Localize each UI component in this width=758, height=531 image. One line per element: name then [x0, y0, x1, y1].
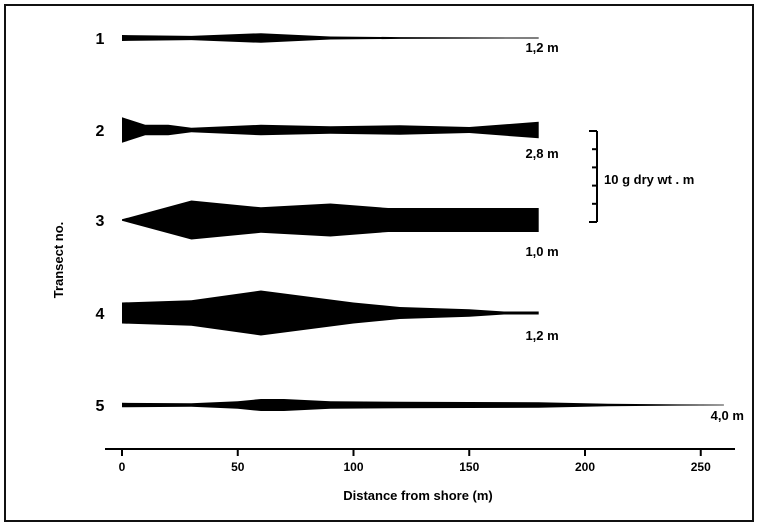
x-tick-label: 250	[691, 460, 711, 474]
chart-frame	[4, 4, 754, 522]
transect-3-label: 3	[96, 213, 105, 230]
x-tick-label: 200	[575, 460, 595, 474]
x-axis: 0 50 100 150 200 250	[105, 448, 735, 474]
x-tick-label: 100	[343, 460, 363, 474]
x-tick-label: 50	[231, 460, 245, 474]
transect-2-label: 2	[96, 123, 105, 140]
x-tick-label: 0	[119, 460, 126, 474]
transect-5-shape	[122, 399, 724, 411]
transect-5-depth-label: 4,0 m	[711, 408, 744, 423]
transect-4-shape	[122, 290, 539, 336]
scale-bar-label: 10 g dry wt . m	[604, 172, 694, 187]
transect-2-shape	[122, 117, 539, 143]
transect-4-label: 4	[96, 306, 105, 323]
transect-4-depth-label: 1,2 m	[525, 328, 558, 343]
transect-2-depth-label: 2,8 m	[525, 146, 558, 161]
transect-1-label: 1	[96, 31, 105, 48]
scale-bar	[589, 130, 598, 223]
transect-1-depth-label: 1,2 m	[525, 40, 558, 55]
transect-5-label: 5	[96, 398, 105, 415]
transect-3-shape	[122, 200, 539, 240]
x-ticks: 0 50 100 150 200 250	[119, 449, 711, 474]
x-tick-label: 150	[459, 460, 479, 474]
transect-shapes: 1 1,2 m 2 2,8 m 3 1,0 m 4 1,2 m 5 4,0 m	[96, 31, 744, 423]
y-axis-label: Transect no.	[51, 222, 66, 299]
transect-3-depth-label: 1,0 m	[525, 244, 558, 259]
transect-1-shape	[122, 33, 539, 43]
x-axis-label: Distance from shore (m)	[343, 488, 493, 503]
